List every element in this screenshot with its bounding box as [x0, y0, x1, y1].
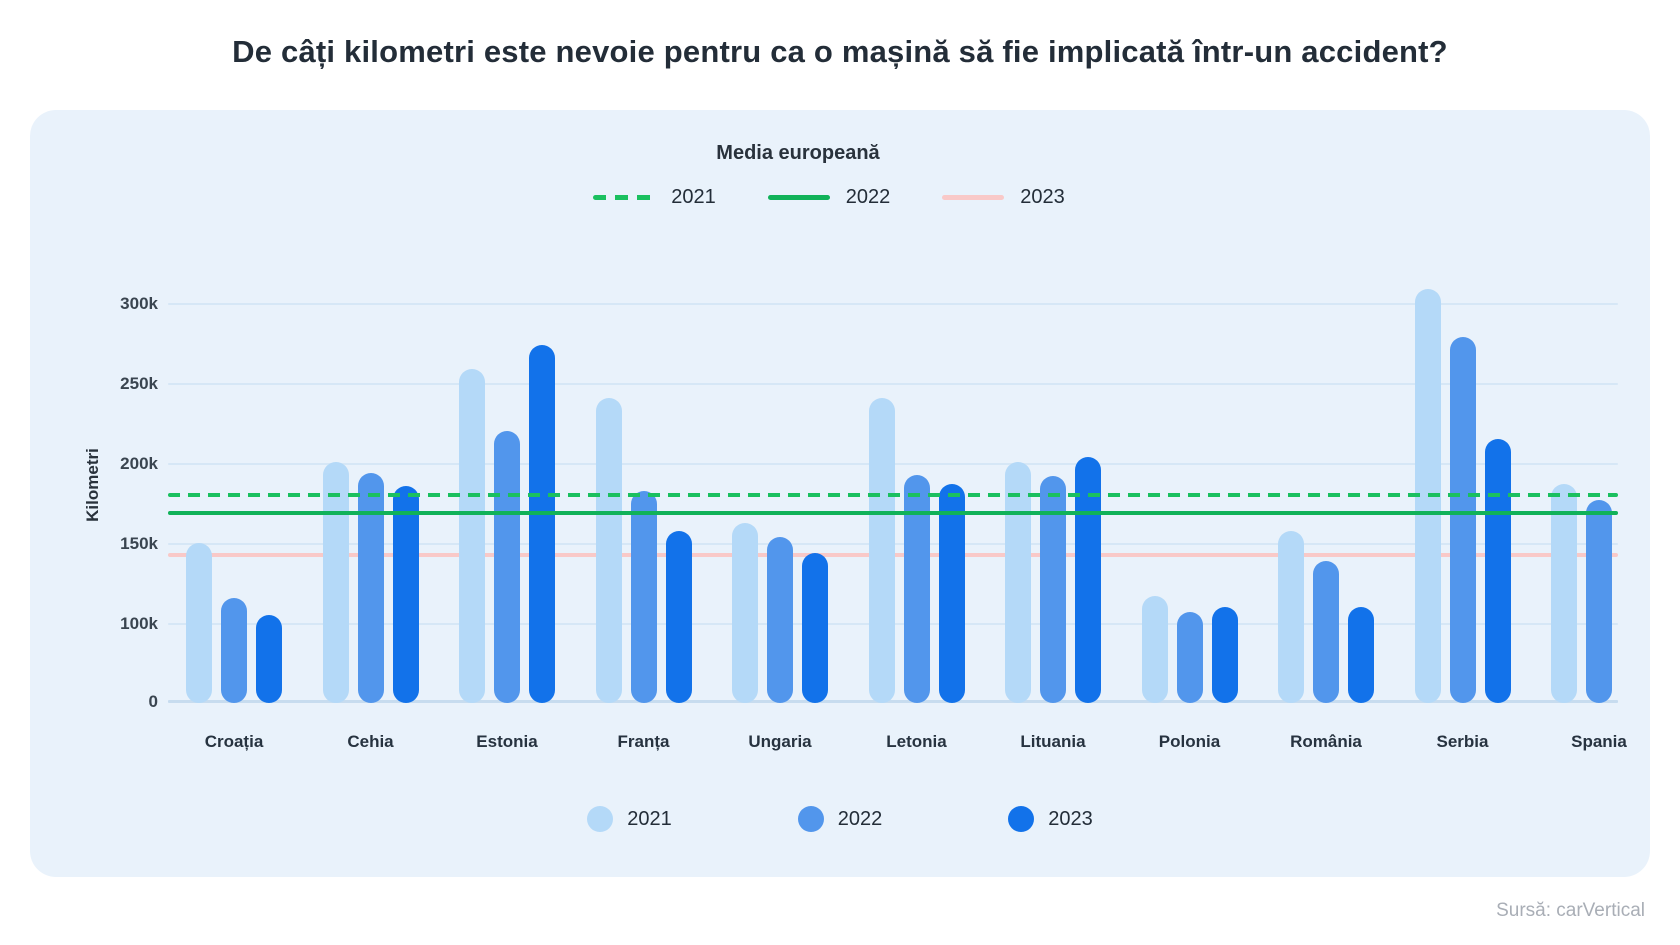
x-label-romania: România: [1290, 732, 1362, 751]
legend-item-2022: 2022: [797, 806, 883, 832]
x-label-cehia: Cehia: [347, 732, 394, 751]
bar-estonia-2023: [529, 345, 555, 703]
x-label-estonia: Estonia: [476, 732, 538, 751]
y-axis-label: Kilometri: [83, 448, 102, 522]
bar-cehia-2022: [357, 473, 384, 703]
chart-panel: Media europeană 2021 2022 2023 Kilometri 0…: [30, 110, 1650, 877]
y-tick-150k: 150k: [120, 534, 158, 553]
bar-polonia-2021: [1141, 596, 1168, 703]
source-credit: Sursă: carVertical: [1496, 900, 1645, 921]
legend-item-2023: 2023: [1008, 806, 1093, 832]
avg-legend-label-2023: 2023: [1020, 186, 1065, 208]
bar-romania-2023: [1348, 607, 1374, 703]
legend-label-2023: 2023: [1048, 807, 1093, 830]
bar-letonia-2023: [938, 484, 965, 703]
legend-dot-2023: [1008, 806, 1035, 832]
x-axis-labels: Croația Cehia Estonia Franța Ungaria Letonia L…: [168, 732, 1627, 756]
series-legend: 2021 2022 2023: [30, 806, 1650, 832]
avg-line-media-europeana-2021: [168, 493, 1618, 498]
x-label-polonia: Polonia: [1158, 732, 1221, 751]
avg-legend-line-2021: [593, 195, 656, 200]
bar-ungaria-2023: [802, 553, 828, 703]
bar-letonia-2022: [903, 474, 930, 703]
bar-franta-2023: [665, 530, 692, 703]
avg-legend-label-2022: 2022: [845, 186, 891, 208]
y-tick-300k: 300k: [120, 294, 158, 313]
x-label-spania: Spania: [1571, 732, 1627, 751]
bar-franta-2021: [595, 397, 622, 703]
x-label-croatia: Croația: [204, 732, 264, 751]
avg-legend-label-2021: 2021: [671, 186, 716, 208]
x-label-franta: Franța: [617, 732, 670, 751]
y-tick-250k: 250k: [120, 374, 158, 393]
bar-croatia-2022: [221, 597, 247, 703]
avg-legend-line-2022: [767, 195, 830, 200]
legend-item-2021: 2021: [587, 806, 672, 832]
avg-legend-item-2023: 2023: [942, 186, 1065, 209]
gridline-250k: [168, 383, 1618, 385]
bar-cehia-2021: [322, 461, 349, 703]
bar-romania-2021: [1278, 530, 1304, 703]
bar-estonia-2022: [494, 431, 520, 703]
legend-label-2022: 2022: [837, 807, 883, 830]
bar-polonia-2023: [1211, 607, 1238, 703]
bar-letonia-2021: [868, 397, 895, 703]
avg-legend-line-2023: [942, 195, 1005, 200]
y-tick-200k: 200k: [120, 454, 158, 473]
bar-serbia-2022: [1449, 337, 1476, 703]
page-title: De câți kilometri este nevoie pentru ca …: [232, 34, 1448, 69]
bar-ungaria-2021: [732, 522, 758, 703]
legend-label-2021: 2021: [627, 807, 672, 830]
x-label-lituania: Lituania: [1020, 732, 1086, 751]
bar-polonia-2022: [1176, 612, 1203, 703]
bar-serbia-2023: [1484, 439, 1511, 703]
y-tick-100k: 100k: [120, 614, 158, 633]
legend-dot-2022: [797, 806, 824, 832]
avg-legend-item-2022: 2022: [767, 186, 891, 209]
bar-estonia-2021: [459, 369, 485, 703]
avg-legend: 2021 2022 2023: [30, 186, 1628, 209]
bar-croatia-2023: [256, 615, 282, 703]
gridline-0: [168, 700, 1618, 703]
avg-line-media-europeana-2022: [168, 511, 1618, 515]
avg-legend-item-2021: 2021: [593, 186, 716, 209]
bar-spania-2021: [1551, 484, 1577, 703]
y-tick-0: 0: [148, 692, 158, 711]
bar-croatia-2021: [186, 543, 212, 703]
bar-lituania-2023: [1075, 457, 1101, 703]
plot-area: 0 100k 150k 200k 250k 300k: [120, 263, 1618, 711]
bar-spania-2022: [1586, 500, 1612, 703]
bar-franta-2022: [630, 490, 657, 703]
x-label-ungaria: Ungaria: [748, 732, 812, 751]
x-label-letonia: Letonia: [886, 732, 947, 751]
gridline-300k: [168, 303, 1618, 305]
bar-romania-2022: [1313, 561, 1339, 703]
bar-cehia-2023: [392, 485, 419, 703]
bar-ungaria-2022: [767, 537, 793, 703]
legend-dot-2021: [587, 806, 614, 832]
avg-legend-title: Media europeană: [716, 142, 880, 164]
bar-lituania-2021: [1005, 461, 1031, 703]
x-label-serbia: Serbia: [1436, 732, 1489, 751]
